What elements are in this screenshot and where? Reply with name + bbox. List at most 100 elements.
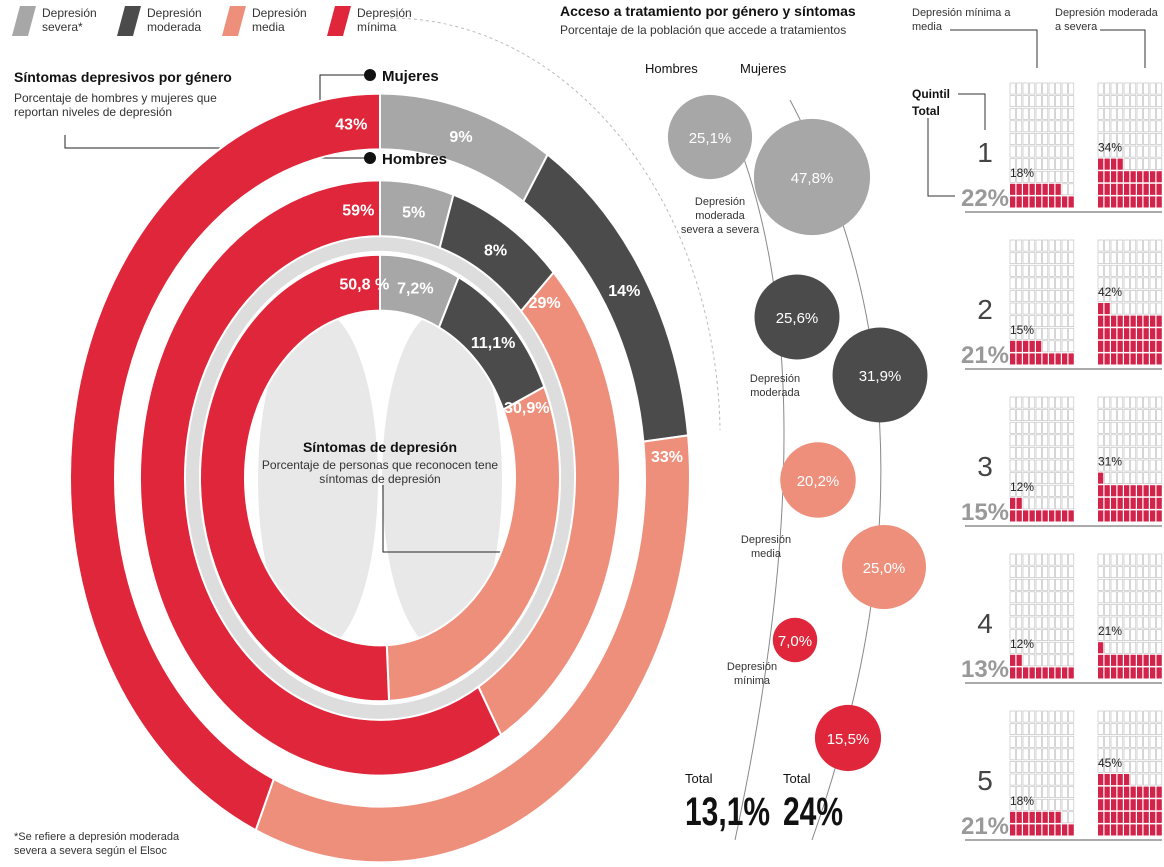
waffle-cell — [1010, 183, 1016, 195]
waffle-cell — [1123, 641, 1130, 654]
waffle-cell — [1149, 735, 1156, 748]
waffle-cell — [1035, 591, 1042, 604]
waffle-cell — [1029, 302, 1036, 315]
legend-swatch — [117, 6, 141, 36]
waffle-cell — [1016, 95, 1023, 107]
waffle-cell — [1104, 340, 1110, 352]
waffle-cell — [1068, 340, 1075, 353]
ring-name: Hombres — [382, 151, 447, 168]
waffle-cell — [1104, 654, 1110, 666]
waffle-cell — [1156, 264, 1163, 277]
waffle-cell — [1156, 158, 1163, 171]
waffle-cell — [1137, 315, 1143, 327]
waffle-cell — [1048, 641, 1055, 654]
bubble — [753, 118, 871, 236]
waffle-cell — [1117, 252, 1124, 265]
waffle-cell — [1156, 654, 1162, 666]
waffle-cell — [1068, 786, 1075, 798]
waffle-cell — [1123, 95, 1130, 107]
waffle-cell — [1149, 277, 1156, 290]
waffle-cell — [1097, 264, 1104, 277]
waffle-cell — [1143, 158, 1150, 171]
waffle-cell — [1048, 735, 1055, 748]
waffle-cell — [1117, 302, 1124, 315]
waffle-cell — [1010, 340, 1016, 352]
waffle-cell — [1149, 290, 1156, 302]
waffle-cell — [1117, 774, 1123, 786]
waffle-cell — [1010, 811, 1016, 823]
waffle-cell — [1097, 396, 1104, 409]
waffle-cell — [1130, 95, 1137, 107]
waffle-cell — [1029, 434, 1036, 447]
waffle-cell — [1143, 748, 1150, 761]
legend-label: Depresión moderada — [147, 6, 202, 34]
waffle-cell — [1097, 447, 1104, 459]
waffle-cell — [1009, 604, 1016, 616]
waffle-cell — [1009, 239, 1016, 252]
waffle-cell — [1156, 824, 1162, 836]
waffle-cell — [1143, 616, 1150, 629]
waffle-cell — [1136, 120, 1143, 133]
waffle-cell — [1022, 145, 1029, 158]
waffle-cell — [1055, 723, 1062, 735]
waffle-cell — [1117, 183, 1123, 195]
waffle-cell — [1061, 604, 1068, 616]
waffle-cell — [1130, 239, 1137, 252]
waffle-cell — [1130, 315, 1136, 327]
waffle-cell — [1010, 497, 1016, 509]
segment-label: 50,8 % — [339, 277, 389, 294]
waffle-cell — [1097, 421, 1104, 434]
waffle-cell — [1123, 133, 1130, 145]
waffle-cell — [1042, 421, 1049, 434]
waffle-cell — [1123, 735, 1130, 748]
waffle-cell — [1009, 252, 1016, 265]
waffle-cell — [1016, 654, 1022, 666]
waffle-cell — [1062, 667, 1068, 679]
waffle-cell — [1104, 434, 1111, 447]
waffle-cell — [1029, 773, 1036, 786]
quintile-title: Quintil — [912, 87, 950, 101]
waffle-cell — [1042, 459, 1049, 472]
waffle-cell — [1068, 629, 1075, 641]
waffle-cell — [1016, 824, 1022, 836]
waffle-cell — [1110, 447, 1117, 459]
waffle-label: 15% — [1010, 323, 1034, 337]
waffle-cell — [1022, 710, 1029, 723]
waffle-cell — [1055, 290, 1062, 302]
waffle-cell — [1130, 107, 1137, 120]
waffle-cell — [1016, 510, 1022, 522]
waffle-cell — [1048, 447, 1055, 459]
waffle-cell — [1029, 447, 1036, 459]
waffle-cell — [1098, 510, 1104, 522]
waffle-cell — [1029, 641, 1036, 654]
waffle-cell — [1048, 472, 1055, 485]
waffle-cell — [1149, 578, 1156, 591]
waffle-cell — [1068, 327, 1075, 340]
waffle-cell — [1123, 578, 1130, 591]
waffle-cell — [1136, 158, 1143, 171]
category-label: Depresión media — [740, 534, 792, 560]
waffle-cell — [1130, 459, 1137, 472]
waffle-cell — [1048, 145, 1055, 158]
waffle-cell — [1022, 120, 1029, 133]
waffle-cell — [1136, 252, 1143, 265]
waffle-cell — [1124, 171, 1130, 183]
waffle-cell — [1097, 120, 1104, 133]
waffle-cell — [1009, 566, 1016, 578]
waffle-cell — [1098, 303, 1104, 315]
waffle-cell — [1029, 264, 1036, 277]
waffle-cell — [1123, 264, 1130, 277]
waffle-cell — [1097, 409, 1104, 422]
waffle-cell — [1130, 158, 1137, 171]
waffle-cell — [1117, 290, 1124, 302]
waffle-cell — [1068, 748, 1075, 761]
waffle-cell — [1111, 497, 1117, 509]
waffle-cell — [1016, 120, 1023, 133]
quintile-number: 5 — [977, 765, 993, 796]
waffle-cell — [1136, 302, 1143, 315]
waffle-cell — [1149, 133, 1156, 145]
waffle-cell — [1104, 396, 1111, 409]
waffle-cell — [1009, 484, 1016, 497]
waffle-cell — [1110, 604, 1117, 616]
